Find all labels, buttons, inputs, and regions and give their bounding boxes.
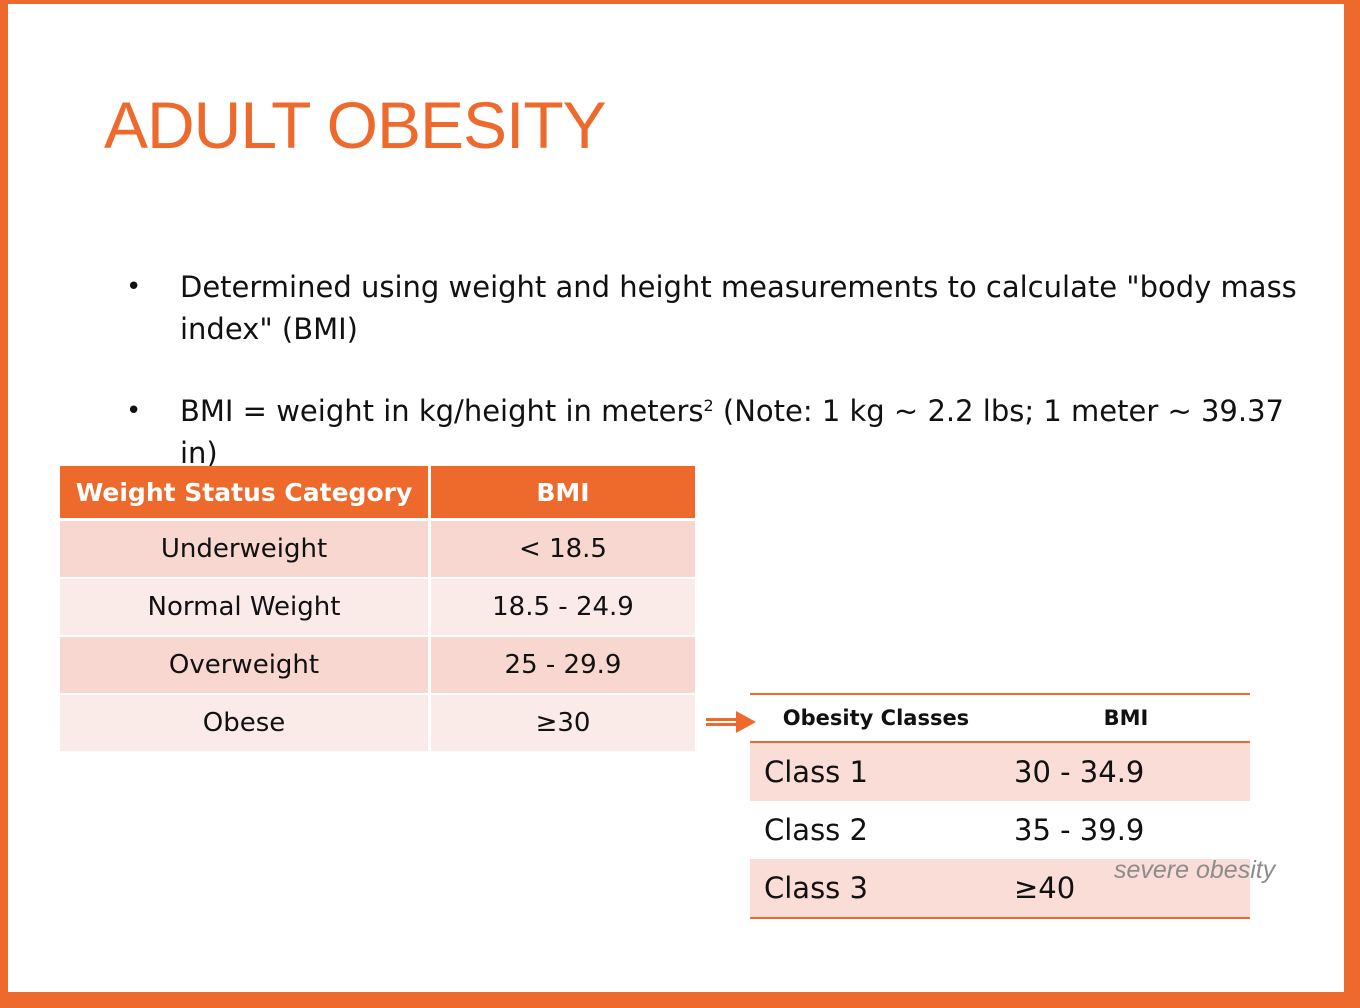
bmi-cell: 30 - 34.9 — [1002, 742, 1250, 801]
table-row: Normal Weight 18.5 - 24.9 — [60, 577, 698, 636]
class-cell: Class 3 — [750, 859, 1002, 918]
table-row: Underweight < 18.5 — [60, 518, 698, 578]
table-row: Class 1 30 - 34.9 — [750, 742, 1250, 801]
bullet-dot: • — [126, 396, 142, 426]
category-cell: Normal Weight — [60, 577, 431, 636]
header-obesity-classes: Obesity Classes — [750, 694, 1002, 743]
bmi-cell: ≥40 — [1002, 859, 1250, 918]
bullet-text: Determined using weight and height measu… — [180, 270, 1297, 346]
bmi-cell: < 18.5 — [429, 518, 698, 578]
category-cell: Underweight — [60, 518, 431, 578]
bullet-list: • Determined using weight and height mea… — [120, 266, 1300, 514]
weight-status-table: Weight Status Category BMI Underweight <… — [60, 466, 698, 751]
bullet-item: • Determined using weight and height mea… — [120, 266, 1300, 350]
class-cell: Class 2 — [764, 813, 868, 847]
category-cell: Overweight — [60, 635, 431, 694]
header-bmi: BMI — [429, 466, 698, 521]
table-row: Obese ≥30 — [60, 693, 698, 751]
table-header-row: Obesity Classes BMI — [750, 694, 1250, 743]
table-row: Class 2 35 - 39.9 — [750, 801, 1250, 859]
table-row: Class 3 ≥40 — [750, 859, 1250, 918]
bmi-cell: ≥30 — [429, 693, 698, 751]
class-cell: Class 1 — [750, 742, 1002, 801]
header-weight-status-category: Weight Status Category — [60, 466, 431, 521]
category-cell: Obese — [60, 693, 431, 751]
header-bmi: BMI — [1002, 694, 1250, 743]
bullet-text-note: (Note: 1 kg ~ 2.2 lbs; 1 meter ~ 39.37 i… — [180, 394, 1285, 470]
bmi-cell: 25 - 29.9 — [429, 635, 698, 694]
table-header-row: Weight Status Category BMI — [60, 466, 698, 521]
bullet-item: • BMI = weight in kg/height in meters2 (… — [120, 390, 1300, 474]
severe-obesity-note: severe obesity — [1114, 856, 1276, 884]
obesity-classes-table: Obesity Classes BMI Class 1 30 - 34.9 Cl… — [750, 693, 1250, 919]
table-row: Overweight 25 - 29.9 — [60, 635, 698, 694]
bmi-cell: 35 - 39.9 — [1014, 813, 1145, 847]
superscript-two: 2 — [703, 396, 714, 415]
bullet-dot: • — [126, 272, 142, 302]
arrow-right-icon — [706, 711, 756, 733]
bullet-text-formula: BMI = weight in kg/height in meters — [180, 394, 704, 428]
bmi-cell: 18.5 - 24.9 — [429, 577, 698, 636]
slide-title: ADULT OBESITY — [104, 88, 607, 162]
